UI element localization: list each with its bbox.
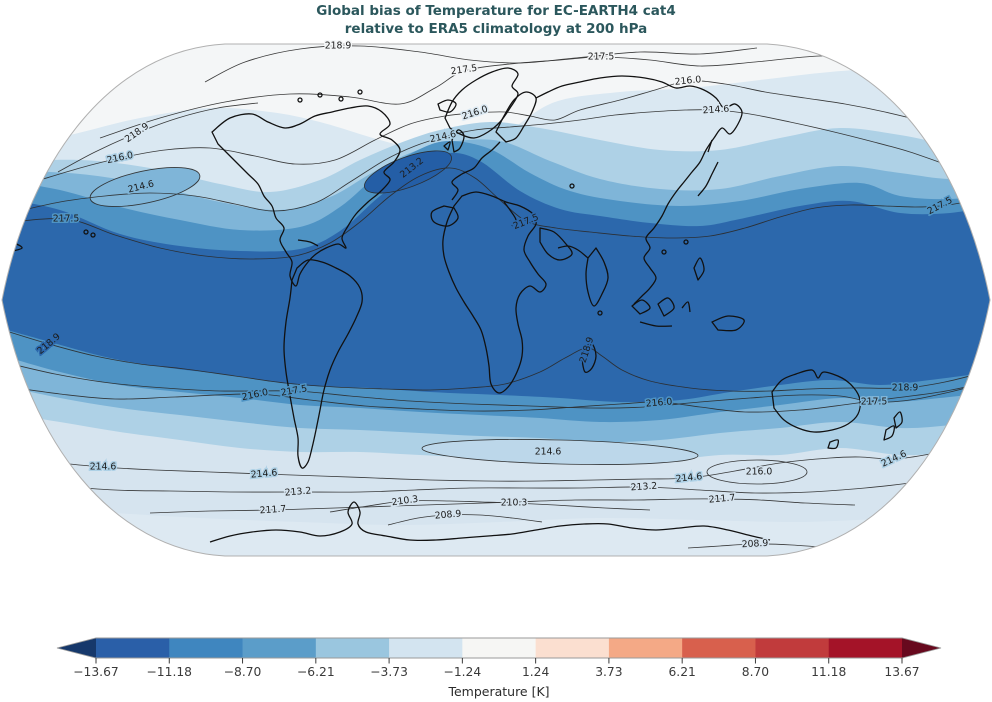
- colorbar-axis-label: Temperature [K]: [447, 684, 549, 699]
- colorbar-tick-label: 8.70: [742, 665, 769, 679]
- colorbar-segment: [755, 638, 830, 658]
- contour-label: 214.6: [250, 467, 278, 480]
- colorbar-segment: [169, 638, 244, 658]
- contour-label: 217.5: [450, 63, 478, 78]
- contour-lines: [2, 45, 989, 549]
- map-layers: [2, 44, 990, 556]
- contour-label: 218.9: [892, 383, 919, 394]
- colorbar-tick-label: −1.24: [444, 665, 482, 679]
- colorbar-segment: [242, 638, 317, 658]
- contour-label: 208.9: [741, 538, 768, 550]
- contour-label: 214.6: [702, 104, 729, 117]
- map-anomalies: [90, 150, 807, 484]
- colorbar-ticks: [95, 658, 903, 664]
- colorbar-tick-label: 3.73: [595, 665, 622, 679]
- chart-title-line2: relative to ERA5 climatology at 200 hPa: [344, 20, 648, 37]
- contour-label: 217.5: [861, 397, 888, 408]
- colorbar-tick-label: −8.70: [224, 665, 262, 679]
- colorbar-tick-label: −11.18: [147, 665, 193, 679]
- contour-label: 213.2: [284, 485, 311, 498]
- colorbar-tick-label: −13.67: [73, 665, 119, 679]
- colorbar-tick-label: 6.21: [668, 665, 695, 679]
- contour-label: 213.2: [630, 481, 657, 494]
- world-map: 218.9 217.5 217.5 216.0 214.6 218.9 216.0 214.6…: [1, 39, 991, 557]
- contour-label: 217.5: [53, 214, 80, 225]
- map-bands: [2, 67, 990, 556]
- colorbar-segment: [315, 638, 390, 658]
- colorbar-segment: [389, 638, 463, 658]
- colorbar-over-arrow: [902, 638, 941, 658]
- chart-title: Global bias of Temperature for EC-EARTH4…: [0, 3, 992, 38]
- contour-label: 214.6: [675, 471, 703, 485]
- contour-label: 214.6: [90, 462, 117, 473]
- contour-label: 208.9: [434, 508, 462, 521]
- contour-label: 211.7: [259, 504, 286, 517]
- contour-label: 211.7: [708, 492, 736, 505]
- contour-label: 216.0: [674, 74, 702, 88]
- colorbar-segment: [535, 638, 610, 658]
- colorbar-segment: [96, 638, 170, 658]
- colorbar-tick-label: −6.21: [297, 665, 335, 679]
- chart-title-line1: Global bias of Temperature for EC-EARTH4…: [316, 3, 676, 19]
- colorbar-under-arrow: [57, 638, 96, 658]
- colorbar-segment: [462, 638, 537, 658]
- contour-label: 218.9: [325, 41, 352, 52]
- contour-label: 216.0: [746, 467, 773, 478]
- colorbar-segment: [682, 638, 756, 658]
- colorbar-tick-label: −3.73: [370, 665, 408, 679]
- contour-label: 210.3: [501, 498, 528, 509]
- colorbar-tick-label: 11.18: [811, 665, 846, 679]
- colorbar-tick-label: 1.24: [522, 665, 550, 679]
- contour-label: 214.6: [535, 447, 562, 458]
- colorbar-bar: [56, 637, 942, 659]
- coastlines: [2, 67, 990, 543]
- colorbar-tick-labels: −13.67 −11.18 −8.70 −6.21 −3.73 −1.24 1.24 3.73…: [73, 665, 919, 679]
- contour-label: 217.5: [588, 52, 615, 63]
- contour-label: 216.0: [645, 396, 673, 409]
- map-outline: [1, 43, 991, 557]
- colorbar-segment: [608, 638, 683, 658]
- colorbar-segment: [828, 638, 903, 658]
- contour-label: 210.3: [391, 494, 419, 509]
- colorbar-tick-label: 13.67: [884, 665, 919, 679]
- colorbar: −13.67 −11.18 −8.70 −6.21 −3.73 −1.24 1.24 3.73…: [56, 637, 942, 699]
